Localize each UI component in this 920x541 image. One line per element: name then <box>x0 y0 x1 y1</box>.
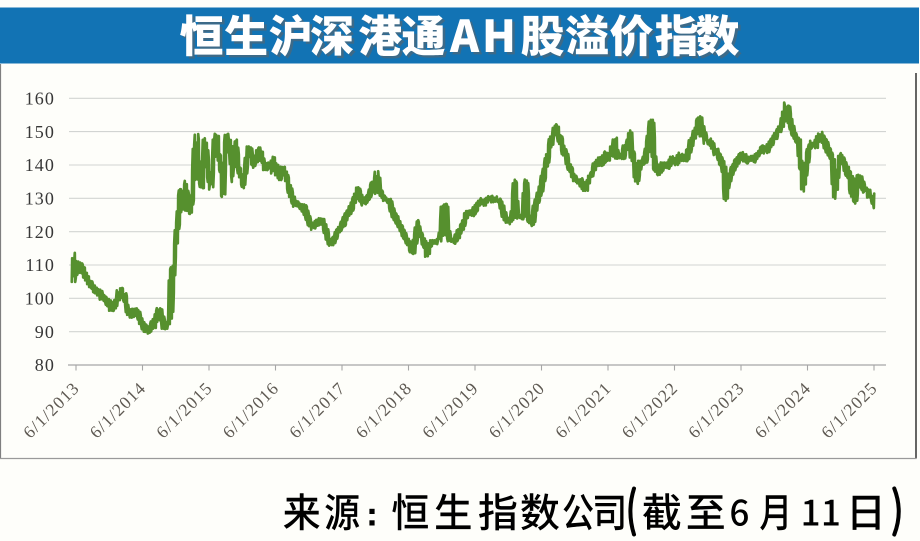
svg-text:120: 120 <box>25 222 55 242</box>
svg-text:130: 130 <box>25 189 55 209</box>
svg-text:110: 110 <box>25 255 55 275</box>
svg-text:140: 140 <box>25 155 55 175</box>
svg-text:150: 150 <box>25 122 55 142</box>
svg-text:90: 90 <box>35 322 55 342</box>
svg-text:80: 80 <box>35 355 55 375</box>
svg-text:160: 160 <box>25 89 55 109</box>
svg-text:100: 100 <box>25 289 55 309</box>
